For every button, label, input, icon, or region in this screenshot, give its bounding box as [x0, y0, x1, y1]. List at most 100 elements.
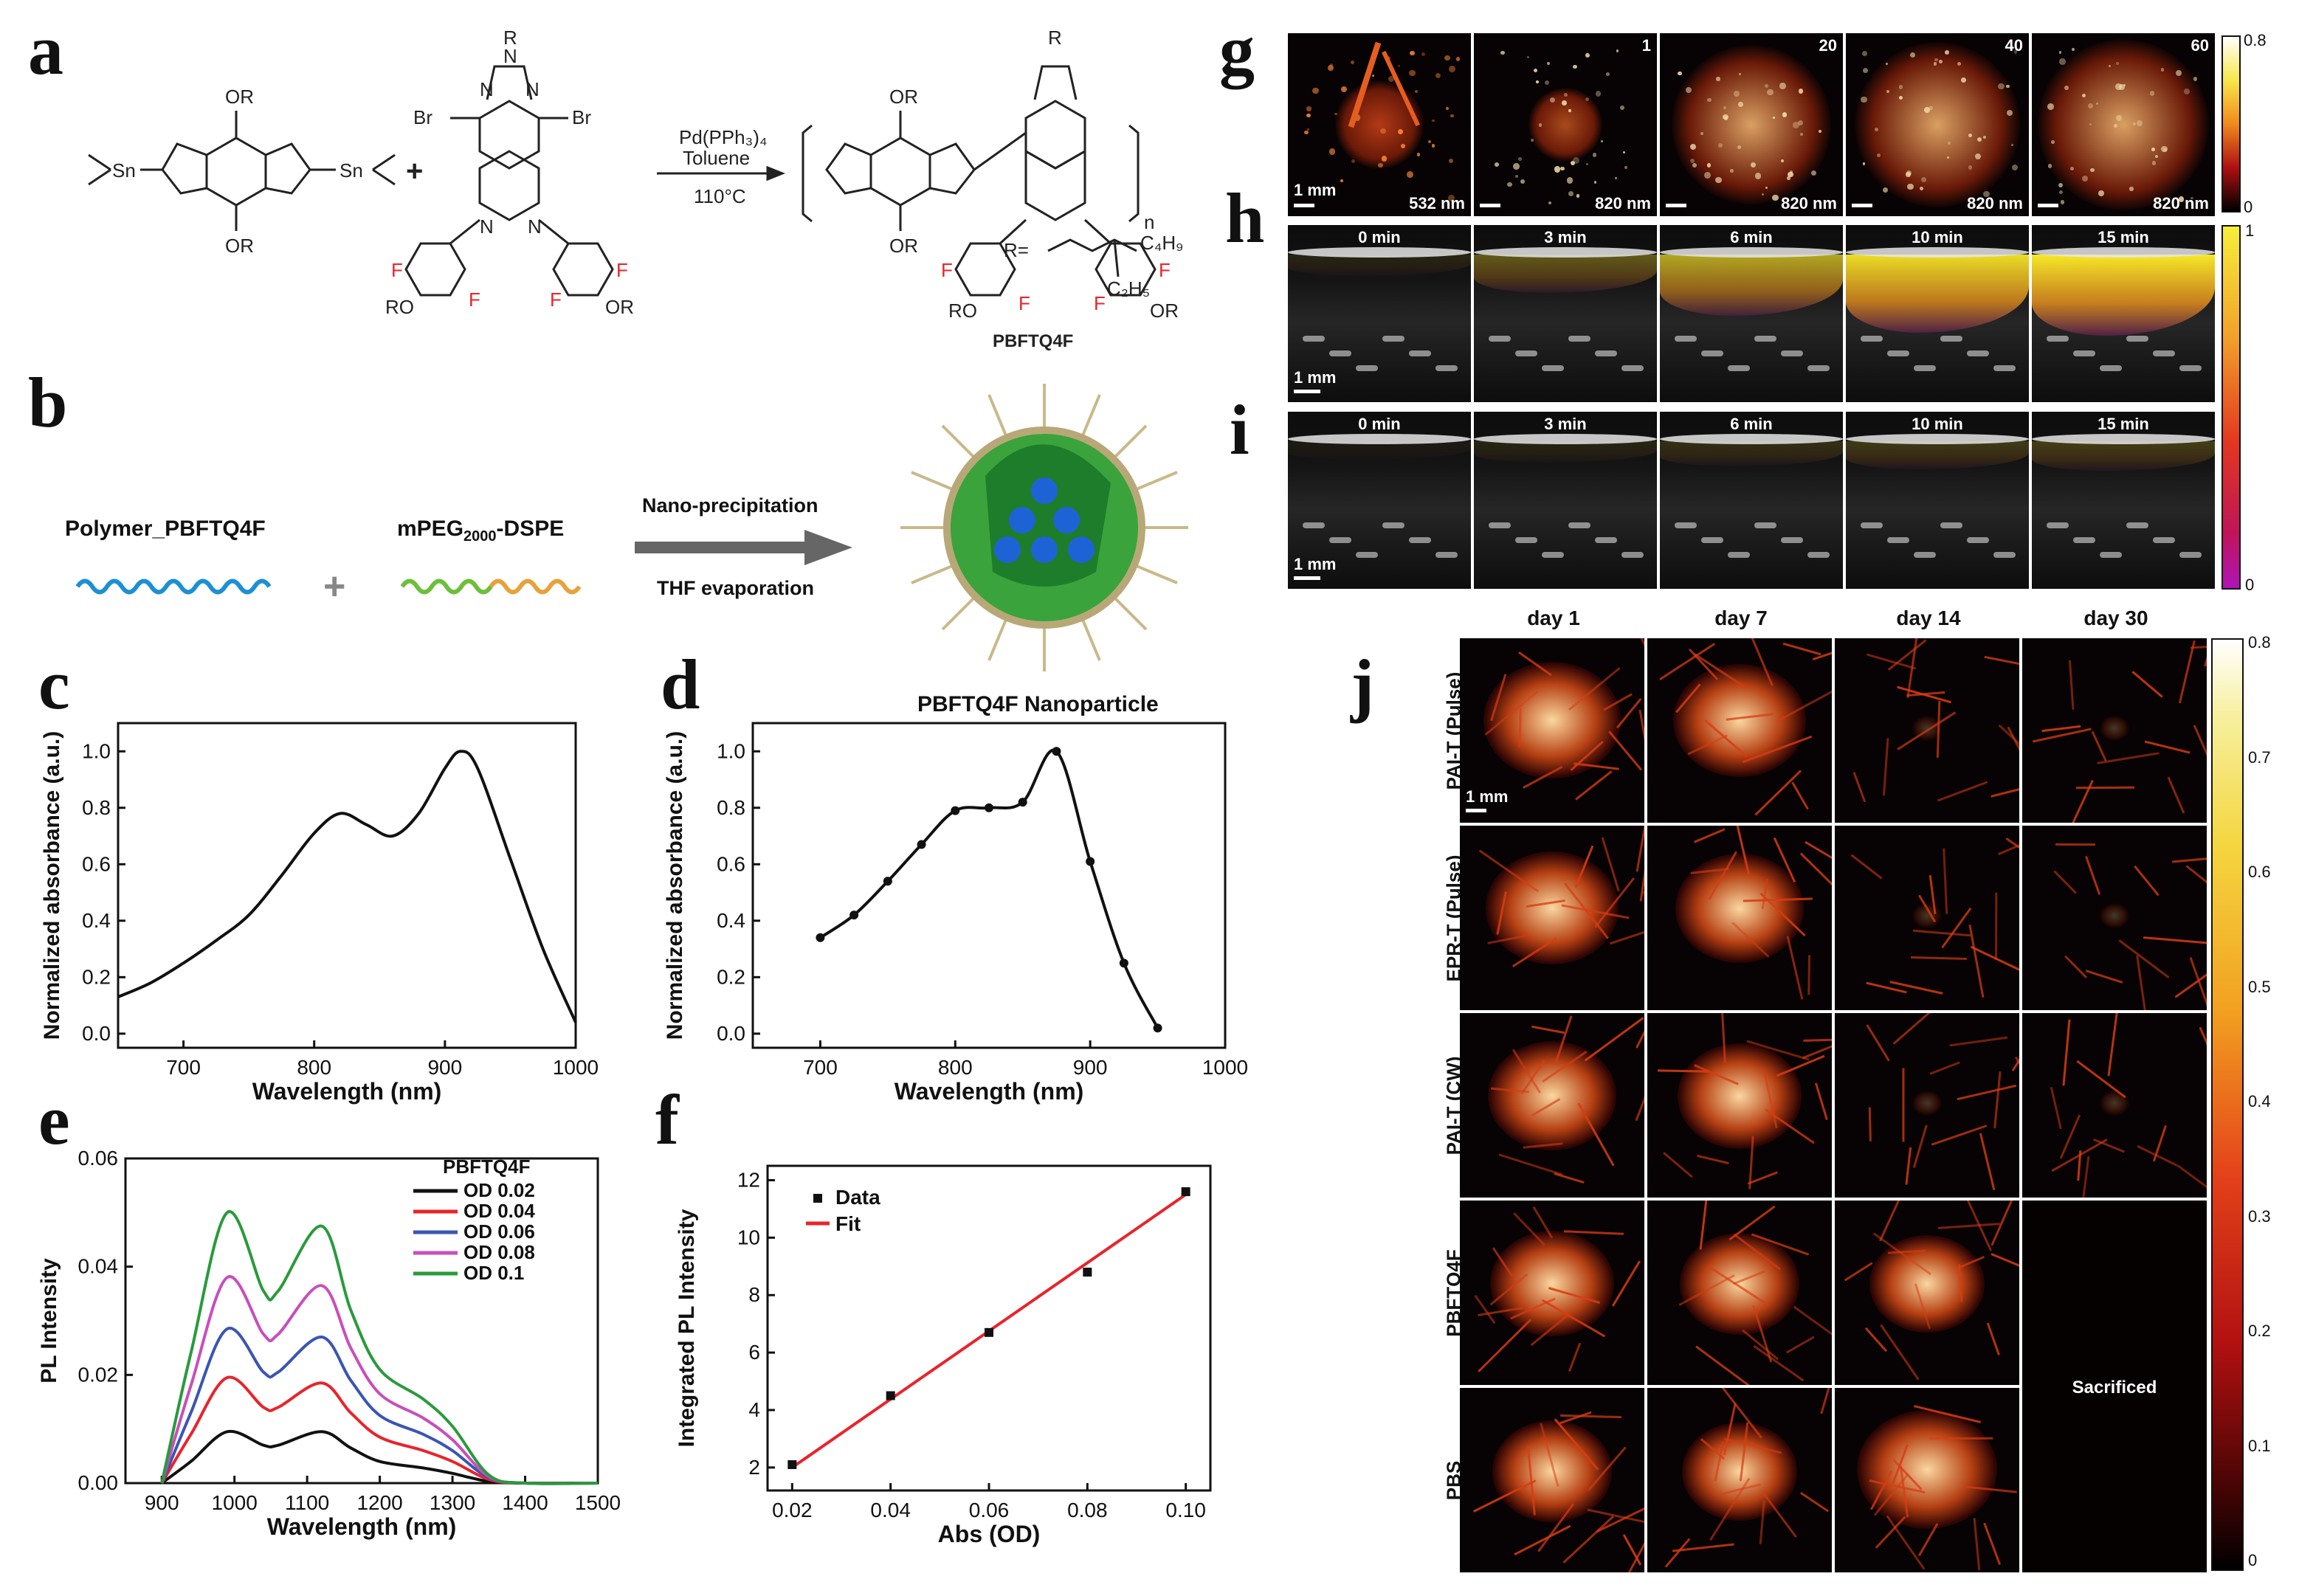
signal-speckle [1787, 171, 1793, 178]
y-tick-label: 0.8 [717, 796, 745, 819]
signal-speckle [2058, 190, 2063, 194]
poly-n: n [1144, 211, 1154, 233]
signal-speckle [1883, 187, 1889, 193]
tissue-echo [2179, 365, 2202, 371]
m2-br-left: Br [413, 106, 432, 128]
signal-speckle [1997, 83, 2005, 90]
data-point [1083, 1268, 1092, 1277]
signal-speckle [1899, 85, 1903, 89]
tissue-echo [1621, 365, 1644, 371]
panel-j-tile [1835, 1388, 2019, 1572]
tissue-echo [1409, 350, 1431, 356]
signal-speckle [1520, 179, 1526, 184]
signal-speckle [2115, 61, 2119, 66]
signal-speckle [1409, 69, 1416, 77]
signal-speckle [1928, 106, 1933, 111]
y-tick-label: 0.0 [82, 1022, 111, 1045]
sacrificed-cell: Sacrificed [2022, 1201, 2207, 1572]
m1-sn-right: Sn [339, 159, 363, 182]
signal-speckle [1304, 130, 1309, 135]
panel-label-i: i [1230, 390, 1250, 469]
vessel [2131, 671, 2164, 698]
tumor-signal [1680, 1233, 1799, 1335]
tissue-echo [1621, 552, 1644, 558]
panel-j-tile [1647, 1013, 1832, 1198]
signal-speckle [1444, 55, 1450, 61]
vessel [1665, 1538, 1691, 1569]
plot-frame [117, 722, 577, 1049]
colorbar-tick: 0.2 [2248, 1322, 2271, 1340]
data-point [883, 877, 892, 886]
signal-speckle [1398, 64, 1401, 68]
signal-speckle [1388, 75, 1395, 83]
signal-speckle [2047, 103, 2055, 110]
tissue-echo [1489, 336, 1511, 342]
signal-speckle [1933, 62, 1937, 66]
colorbar-tick: 0.6 [2248, 863, 2271, 881]
signal-speckle [1593, 181, 1596, 184]
signal-speckle [1494, 162, 1500, 167]
x-tick-label: 1000 [212, 1491, 258, 1514]
signal-speckle [1818, 129, 1821, 133]
signal-speckle [2081, 93, 2086, 97]
signal-speckle [1397, 128, 1404, 134]
data-point [1086, 857, 1095, 866]
catalyst-label: Pd(PPh₃)₄ [679, 126, 767, 148]
tissue-echo [1409, 537, 1431, 543]
colorbar-tick: 0.7 [2248, 747, 2271, 767]
signal-speckle [1737, 102, 1743, 108]
signal-speckle [1560, 166, 1565, 170]
tissue-echo [1861, 336, 1883, 342]
data-point [1153, 1023, 1162, 1033]
vessel [1807, 955, 1810, 995]
signal-speckle [1798, 89, 1804, 94]
signal-speckle [1921, 176, 1927, 182]
signal-speckle [1554, 165, 1561, 173]
r-equals-label: R= [1004, 239, 1029, 261]
panel-label-d: d [661, 645, 700, 724]
panel-g-tile: 20 820 nm [1660, 33, 1843, 216]
signal-speckle [1772, 194, 1779, 201]
signal-speckle [2114, 124, 2118, 128]
signal-speckle [2151, 161, 2157, 165]
poly-or: OR [1150, 300, 1179, 322]
panel-h-cb-top: 1 [2245, 221, 2255, 240]
x-tick-label: 1400 [502, 1491, 548, 1514]
poly-or-top: OR [889, 86, 918, 108]
signal-speckle [1600, 139, 1603, 142]
x-tick-label: 0.02 [772, 1499, 813, 1521]
signal-speckle [1421, 52, 1426, 56]
signal-speckle [1787, 176, 1790, 180]
vessel [1844, 1261, 1873, 1282]
y-tick-label: 8 [748, 1283, 760, 1306]
vessel [1938, 1223, 2001, 1229]
data-point [985, 803, 993, 812]
tissue-echo [1542, 552, 1564, 558]
vessel [1802, 1037, 1832, 1042]
signal-speckle [1530, 139, 1534, 142]
panel-i-tile: 0 min 1 mm [1288, 412, 1471, 589]
signal-speckle [1692, 163, 1697, 167]
signal-speckle [2129, 187, 2134, 191]
vessel [1616, 698, 1642, 729]
y-tick-label: 10 [737, 1226, 760, 1248]
signal-speckle [1547, 62, 1551, 66]
colorbar-tick: 0.1 [2248, 1436, 2271, 1455]
signal-speckle [1789, 170, 1793, 173]
x-tick-label: 700 [166, 1056, 201, 1079]
tissue-echo [1807, 365, 1830, 371]
signal-speckle [1382, 156, 1388, 162]
skin-echo [1660, 247, 1843, 258]
panel-label-e: e [38, 1080, 70, 1159]
panel-j-tile [1835, 1201, 2019, 1385]
tissue-echo [2179, 552, 2202, 558]
signal-speckle [1730, 169, 1734, 173]
contrast-signal [1660, 255, 1843, 316]
y-tick-label: 2 [748, 1456, 760, 1479]
signal-speckle [2081, 175, 2088, 182]
signal-speckle [1861, 96, 1868, 103]
signal-speckle [2096, 103, 2099, 106]
x-tick-label: 1100 [285, 1491, 329, 1514]
vessel [1983, 1522, 2002, 1566]
skin-echo [1288, 247, 1471, 258]
